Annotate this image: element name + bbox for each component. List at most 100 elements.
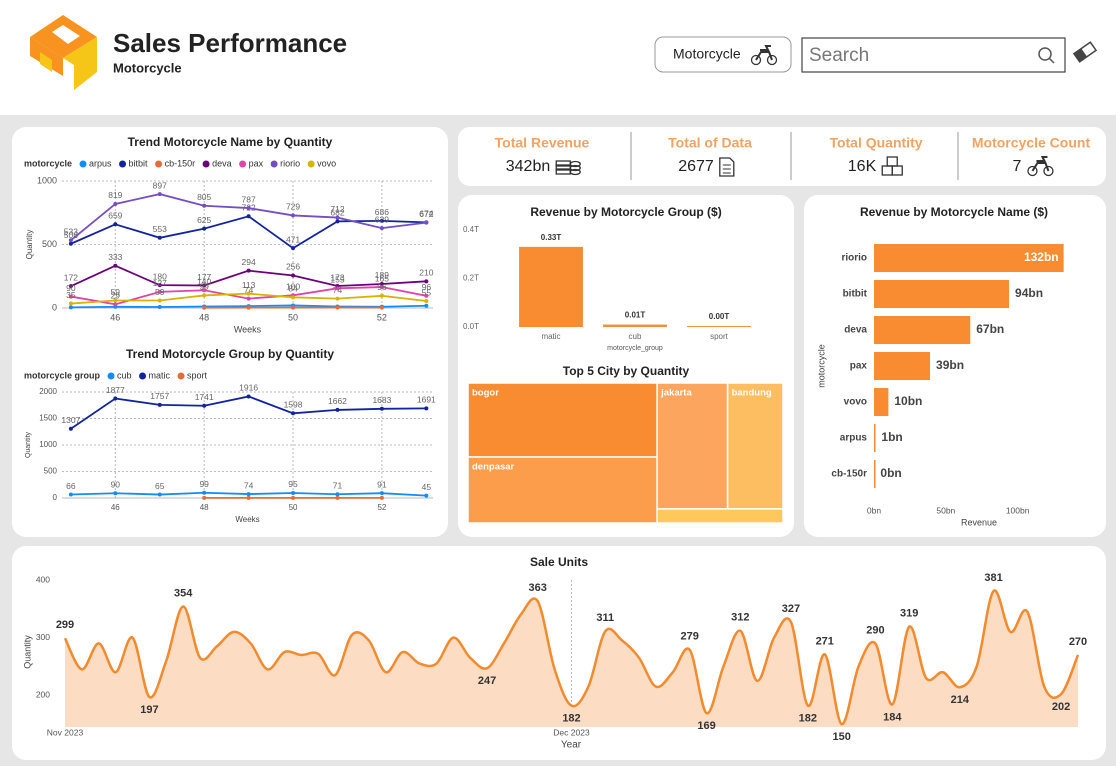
wheel [1043, 165, 1054, 177]
data-label: 91 [377, 479, 387, 489]
data-label: 113 [242, 280, 256, 290]
x-axis-title: motorcycle_group [607, 345, 663, 352]
data-label: 96 [422, 282, 432, 292]
data-label: 805 [197, 192, 211, 202]
bar [874, 316, 971, 344]
data-point [291, 246, 296, 251]
data-label: 256 [286, 262, 300, 272]
data-point [335, 492, 340, 497]
search-icon[interactable] [1038, 47, 1052, 61]
data-label: 29 [111, 291, 121, 301]
data-point [291, 495, 296, 500]
data-label: 96 [377, 282, 387, 292]
treemap-tile [656, 382, 729, 510]
data-label: 10bn [894, 394, 922, 408]
data-point [335, 219, 340, 224]
x-tick-label: 48 [200, 503, 209, 512]
treemap-tile [467, 456, 658, 524]
data-point [157, 192, 162, 197]
chart-title: Top 5 City by Quantity [563, 364, 690, 378]
legend-marker [107, 372, 115, 380]
panel-kpis [458, 127, 1106, 186]
data-label: 294 [242, 257, 256, 267]
y-tick-label: riorio [841, 253, 867, 264]
treemap-tile [467, 382, 658, 458]
data-label: 271 [816, 635, 834, 647]
data-label: 45 [422, 482, 432, 492]
motorcycle-icon[interactable] [750, 45, 778, 66]
data-label: 686 [375, 207, 389, 217]
data-point [424, 279, 429, 284]
data-label: 182 [799, 713, 817, 725]
kpi-value: 16K [848, 158, 877, 175]
data-label: 177 [197, 272, 211, 282]
data-label: 210 [419, 268, 433, 278]
frame[interactable] [755, 45, 773, 61]
kpi-label: Motorcycle Count [972, 135, 1091, 151]
motorcycle-icon [1027, 156, 1054, 177]
search-icon-handle[interactable] [1048, 57, 1055, 64]
search-field[interactable] [801, 37, 1066, 73]
search-placeholder[interactable]: Search [809, 45, 869, 66]
data-point [291, 273, 296, 278]
bar [874, 424, 876, 452]
y-tick-label: 0 [53, 493, 58, 502]
data-point [335, 407, 340, 412]
kpi-value: 2677 [678, 158, 714, 175]
data-point [68, 238, 73, 243]
search-box[interactable]: Search [801, 37, 1066, 73]
data-label: 279 [681, 631, 699, 643]
y-tick-label: 500 [44, 467, 58, 476]
data-point [379, 406, 384, 411]
data-point [379, 285, 384, 290]
tile-label: bogor [472, 388, 499, 399]
data-point [335, 305, 340, 310]
data-label: 897 [153, 180, 167, 190]
data-point [424, 493, 429, 498]
data-point [246, 206, 251, 211]
data-label: 682 [330, 208, 344, 218]
data-label: 533 [64, 227, 78, 237]
data-label: 0bn [880, 466, 901, 480]
wheel[interactable] [766, 54, 778, 66]
x-axis-title: Revenue [961, 517, 997, 527]
bar [874, 460, 876, 488]
motorcycle-icon[interactable] [750, 45, 778, 66]
data-point [202, 490, 207, 495]
area-fill [65, 590, 1078, 727]
chart-title: Revenue by Motorcycle Group ($) [530, 205, 721, 219]
data-point [246, 492, 251, 497]
box [891, 165, 903, 176]
y-axis-title: Quantity [25, 431, 32, 458]
data-point [202, 203, 207, 208]
data-label: 35 [66, 290, 76, 300]
filter-button-label[interactable]: Motorcycle [673, 46, 741, 62]
data-point [379, 293, 384, 298]
eraser-tip[interactable] [1073, 48, 1088, 62]
data-point [291, 305, 296, 310]
filter-button-box[interactable] [654, 36, 792, 73]
data-label: 150 [832, 731, 850, 743]
tile-label: bandung [732, 388, 772, 399]
y-tick-label: 1500 [39, 414, 57, 423]
data-point [335, 296, 340, 301]
filter-button[interactable]: Motorcycle [654, 36, 792, 73]
data-point [202, 305, 207, 310]
page-title: Sales Performance [113, 28, 347, 58]
y-tick-label: 0.4T [463, 225, 479, 234]
document-icon [719, 157, 735, 177]
data-label: 59 [155, 287, 165, 297]
x-tick-label: 46 [110, 312, 120, 322]
data-point [379, 305, 384, 310]
data-label: 182 [562, 713, 580, 725]
wheel[interactable] [750, 54, 762, 66]
data-label: 165 [375, 273, 389, 283]
legend-label: pax [249, 158, 264, 168]
page [719, 157, 735, 177]
data-point [157, 235, 162, 240]
data-point [113, 201, 118, 206]
bar [874, 280, 1010, 308]
data-label: 270 [1069, 636, 1087, 648]
eraser-button[interactable] [1072, 41, 1098, 63]
